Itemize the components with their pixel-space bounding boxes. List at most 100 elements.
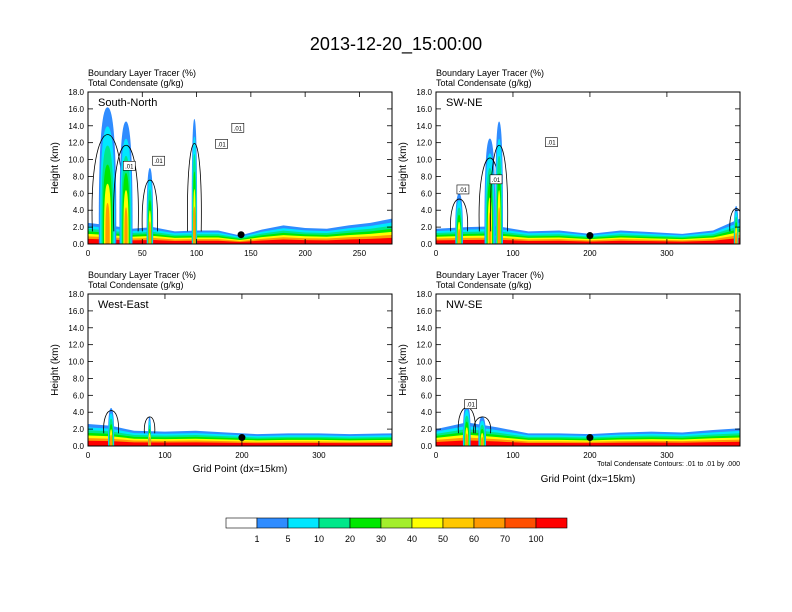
plot-area — [88, 107, 392, 244]
y-tick-label: 4.0 — [421, 408, 433, 417]
x-tick-label: 250 — [353, 249, 367, 258]
figure-title: 2013-12-20_15:00:00 — [310, 34, 482, 55]
colorbar-swatch — [318, 517, 351, 529]
contour-footnote: Total Condensate Contours: .01 to .01 by… — [597, 461, 740, 468]
colorbar-swatch — [287, 517, 320, 529]
x-tick-label: 300 — [660, 249, 674, 258]
y-tick-label: 6.0 — [73, 391, 85, 400]
tracer-plume — [109, 434, 113, 446]
zero-contour-marker — [586, 434, 594, 442]
colorbar-label: 1 — [254, 534, 259, 544]
condensate-contour — [729, 208, 740, 232]
panel-header-line: Total Condensate (g/kg) — [88, 280, 184, 290]
contour-label-box — [464, 399, 477, 409]
y-tick-label: 8.0 — [421, 374, 433, 383]
condensate-contour — [103, 410, 119, 434]
colorbar-label: 70 — [500, 534, 510, 544]
y-tick-label: 6.0 — [421, 391, 433, 400]
contour-label-box — [152, 155, 165, 166]
y-tick-label: 4.0 — [421, 206, 433, 215]
panels: 0.0 2.0 4.0 6.0 8.0 10.0 12.0 14.0 16.0 18.0 0 50 10… — [50, 68, 741, 485]
condensate-contour — [450, 198, 468, 232]
x-tick-label: 200 — [583, 451, 597, 460]
panel-label: NW-SE — [446, 299, 482, 311]
contour-label: .01 — [459, 188, 468, 194]
tracer-plume — [124, 207, 128, 244]
panel-1: 0.0 2.0 4.0 6.0 8.0 10.0 12.0 14.0 16.0 18.0 0 50 10… — [50, 68, 393, 258]
y-tick-label: 18.0 — [68, 290, 84, 299]
panel-header-line: Boundary Layer Tracer (%) — [88, 68, 196, 78]
x-axis-label: Grid Point (dx=15km) — [541, 474, 636, 485]
tracer-band-layer — [436, 237, 740, 244]
y-tick-label: 16.0 — [416, 307, 432, 316]
tracer-plume — [457, 228, 461, 244]
y-tick-label: 4.0 — [73, 408, 85, 417]
x-tick-label: 50 — [138, 249, 147, 258]
contour-label: .01 — [125, 164, 134, 170]
y-axis-label: Height (km) — [50, 142, 61, 194]
x-tick-label: 200 — [298, 249, 312, 258]
y-tick-label: 10.0 — [68, 156, 84, 165]
y-tick-label: 0.0 — [421, 240, 433, 249]
y-tick-label: 18.0 — [68, 88, 84, 97]
colorbar-swatch — [504, 517, 537, 529]
tracer-plume — [193, 206, 196, 244]
contour-label: .01 — [234, 126, 243, 132]
tracer-plume — [148, 221, 152, 244]
contour-label-box — [489, 174, 503, 185]
panel-header-line: Boundary Layer Tracer (%) — [436, 270, 544, 280]
panel-4: 0.0 2.0 4.0 6.0 8.0 10.0 12.0 14.0 16.0 18.0 0 100 2… — [398, 270, 741, 485]
tracer-plume — [497, 207, 501, 244]
x-tick-label: 300 — [312, 451, 326, 460]
tracer-plume — [465, 433, 468, 446]
colorbar-label: 20 — [345, 534, 355, 544]
tracer-band-layer — [436, 440, 740, 446]
panel-3: 0.0 2.0 4.0 6.0 8.0 10.0 12.0 14.0 16.0 18.0 0 100 2… — [50, 270, 393, 475]
x-tick-label: 100 — [506, 451, 520, 460]
y-tick-label: 4.0 — [73, 206, 85, 215]
y-tick-label: 2.0 — [421, 425, 433, 434]
panel-2: 0.0 2.0 4.0 6.0 8.0 10.0 12.0 14.0 16.0 18.0 0 100 2… — [398, 68, 741, 258]
zero-contour-marker — [238, 434, 246, 442]
colorbar-swatch — [473, 517, 506, 529]
colorbar-label: 50 — [438, 534, 448, 544]
condensate-contour — [113, 145, 139, 232]
panel-header-line: Total Condensate (g/kg) — [436, 78, 532, 88]
colorbar: 1 5 10 20 30 40 50 60 70 100 — [225, 517, 568, 544]
y-tick-label: 14.0 — [68, 324, 84, 333]
y-tick-label: 8.0 — [73, 374, 85, 383]
panel-label: SW-NE — [446, 97, 482, 109]
axes-frame — [87, 91, 393, 245]
colorbar-label: 100 — [528, 534, 543, 544]
y-tick-label: 8.0 — [73, 172, 85, 181]
panel-header-line: Total Condensate (g/kg) — [88, 78, 184, 88]
contour-label-box — [231, 123, 245, 133]
condensate-contour — [144, 416, 156, 434]
colorbar-swatch — [380, 517, 413, 529]
colorbar-label: 30 — [376, 534, 386, 544]
condensate-contour — [141, 179, 159, 232]
panel-label: West-East — [98, 299, 149, 311]
y-tick-label: 12.0 — [68, 341, 84, 350]
tracer-band-layer — [88, 440, 392, 446]
x-tick-label: 100 — [506, 249, 520, 258]
contour-label-box — [456, 184, 470, 195]
panel-header-line: Total Condensate (g/kg) — [436, 280, 532, 290]
colorbar-swatch — [442, 517, 475, 529]
y-tick-label: 0.0 — [73, 442, 85, 451]
x-tick-label: 200 — [235, 451, 249, 460]
y-tick-label: 10.0 — [416, 358, 432, 367]
y-tick-label: 2.0 — [73, 425, 85, 434]
x-tick-label: 0 — [434, 249, 439, 258]
y-axis-label: Height (km) — [50, 344, 61, 396]
condensate-contour — [187, 142, 202, 232]
y-axis-label: Height (km) — [398, 344, 409, 396]
y-tick-label: 2.0 — [73, 223, 85, 232]
y-tick-label: 12.0 — [416, 139, 432, 148]
plot-area — [436, 121, 740, 244]
y-tick-label: 14.0 — [416, 122, 432, 131]
y-tick-label: 16.0 — [416, 105, 432, 114]
y-tick-label: 12.0 — [416, 341, 432, 350]
panel-header-line: Boundary Layer Tracer (%) — [436, 68, 544, 78]
